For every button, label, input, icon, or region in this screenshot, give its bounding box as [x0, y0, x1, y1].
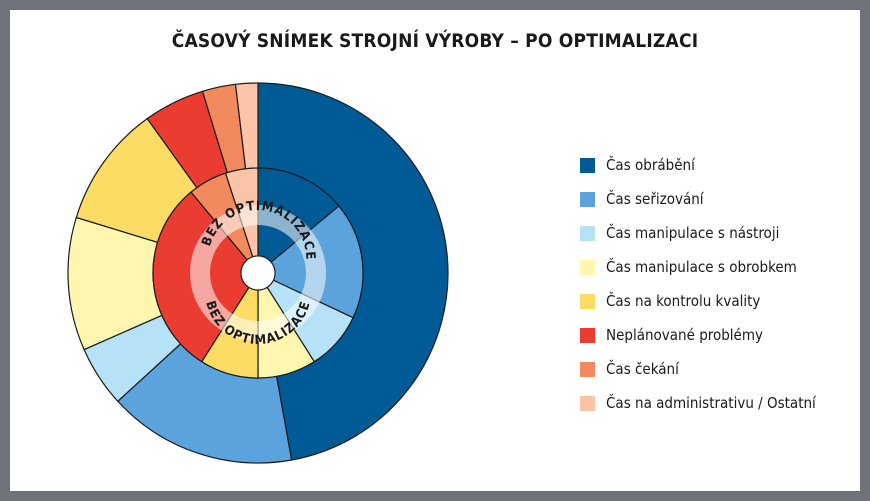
- legend-label: Čas seřizování: [606, 190, 704, 208]
- legend-label: Čas na administrativu / Ostatní: [606, 394, 816, 412]
- legend-item: Čas na administrativu / Ostatní: [580, 386, 816, 420]
- chart-title: ČASOVÝ SNÍMEK STROJNÍ VÝROBY – PO OPTIMA…: [171, 30, 699, 52]
- legend-swatch: [580, 157, 595, 173]
- legend-label: Čas čekání: [606, 360, 679, 378]
- legend-item: Čas čekání: [580, 352, 816, 386]
- legend-swatch: [580, 293, 595, 309]
- outer-ring: [67, 82, 449, 464]
- legend-label: Čas manipulace s nástroji: [606, 224, 780, 242]
- legend-swatch: [580, 327, 595, 343]
- legend-label: Neplánované problémy: [606, 326, 763, 344]
- legend-swatch: [580, 259, 595, 275]
- legend-item: Čas na kontrolu kvality: [580, 284, 816, 318]
- ring-label-band: [190, 205, 326, 341]
- legend-label: Čas manipulace s obrobkem: [606, 258, 797, 276]
- legend-label: Čas na kontrolu kvality: [606, 292, 761, 310]
- legend-item: Neplánované problémy: [580, 318, 816, 352]
- legend-item: Čas manipulace s obrobkem: [580, 250, 816, 284]
- legend-swatch: [580, 361, 595, 377]
- legend-item: Čas seřizování: [580, 182, 816, 216]
- legend: Čas obrábění Čas seřizování Čas manipulace…: [580, 148, 816, 420]
- legend-label: Čas obrábění: [606, 156, 695, 174]
- legend-swatch: [580, 225, 595, 241]
- legend-swatch: [580, 191, 595, 207]
- legend-swatch: [580, 395, 595, 411]
- legend-item: Čas manipulace s nástroji: [580, 216, 816, 250]
- donut-center-hole: [240, 255, 276, 291]
- legend-item: Čas obrábění: [580, 148, 816, 182]
